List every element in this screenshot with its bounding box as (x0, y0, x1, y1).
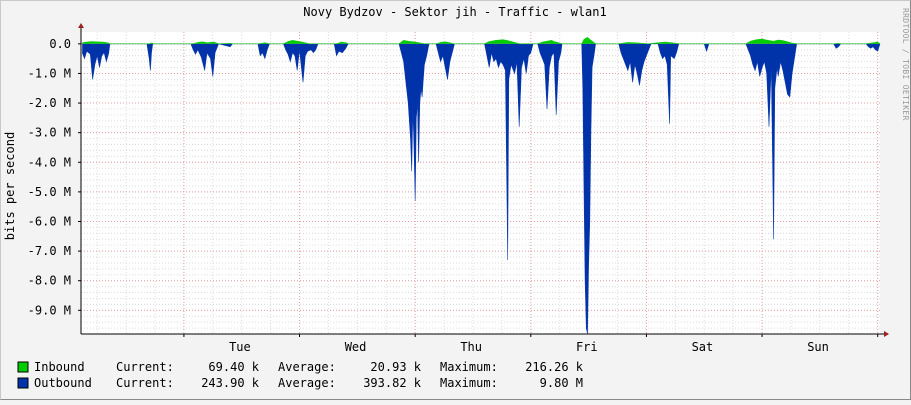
legend-swatch-inbound (17, 361, 29, 373)
y-tick-label: 0.0 (49, 37, 71, 51)
series-layer (81, 37, 881, 335)
legend: Inbound Current: 69.40 k Average: 20.93 … (17, 360, 584, 390)
y-tick-labels: 0.0 -1.0 M -2.0 M -3.0 M -4.0 M -5.0 M -6.0 M -… (28, 37, 71, 317)
legend-current-outbound: 243.90 k (201, 376, 260, 390)
x-axis-arrow (884, 331, 889, 337)
legend-item-outbound: Outbound Current: 243.90 k Average: 393.… (17, 376, 583, 390)
y-tick-label: -3.0 M (28, 126, 71, 140)
legend-average-label-inbound: Average: (278, 360, 336, 374)
legend-average-label-outbound: Average: (278, 376, 336, 390)
x-tick-labels: TueWedThuFriSatSunMon (229, 340, 829, 354)
legend-label-inbound: Inbound (34, 360, 85, 374)
legend-average-inbound: 20.93 k (370, 360, 421, 374)
y-axis-arrow (78, 23, 84, 28)
y-axis-label: bits per second (3, 132, 17, 240)
x-tick-label: Thu (460, 340, 482, 354)
x-tick-label: Wed (345, 340, 367, 354)
y-tick-label: -9.0 M (28, 303, 71, 317)
legend-label-outbound: Outbound (34, 376, 92, 390)
legend-current-label-outbound: Current: (116, 376, 174, 390)
legend-current-inbound: 69.40 k (208, 360, 259, 374)
y-tick-label: -6.0 M (28, 214, 71, 228)
legend-maximum-inbound: 216.26 k (525, 360, 584, 374)
legend-item-inbound: Inbound Current: 69.40 k Average: 20.93 … (17, 360, 584, 374)
x-tick-label: Sat (692, 340, 714, 354)
x-tick-label: Fri (576, 340, 598, 354)
legend-swatch-outbound (17, 377, 29, 389)
legend-maximum-outbound: 9.80 M (540, 376, 583, 390)
legend-average-outbound: 393.82 k (363, 376, 422, 390)
legend-maximum-label-inbound: Maximum: (440, 360, 498, 374)
legend-current-label-inbound: Current: (116, 360, 174, 374)
y-tick-label: -1.0 M (28, 66, 71, 80)
y-tick-label: -8.0 M (28, 274, 71, 288)
series-line-outbound (81, 43, 881, 335)
x-tick-label: Tue (229, 340, 251, 354)
y-tick-label: -2.0 M (28, 96, 71, 110)
axes (78, 23, 889, 337)
y-tick-label: -7.0 M (28, 244, 71, 258)
chart-title: Novy Bydzov - Sektor jih - Traffic - wla… (303, 5, 606, 19)
plot-background (81, 32, 880, 334)
x-tick-label: Sun (807, 340, 829, 354)
legend-maximum-label-outbound: Maximum: (440, 376, 498, 390)
series-line-inbound (82, 37, 881, 45)
y-tick-label: -4.0 M (28, 155, 71, 169)
rrdtool-watermark: RRDTOOL / TOBI OETIKER (901, 8, 910, 121)
y-tick-label: -5.0 M (28, 185, 71, 199)
